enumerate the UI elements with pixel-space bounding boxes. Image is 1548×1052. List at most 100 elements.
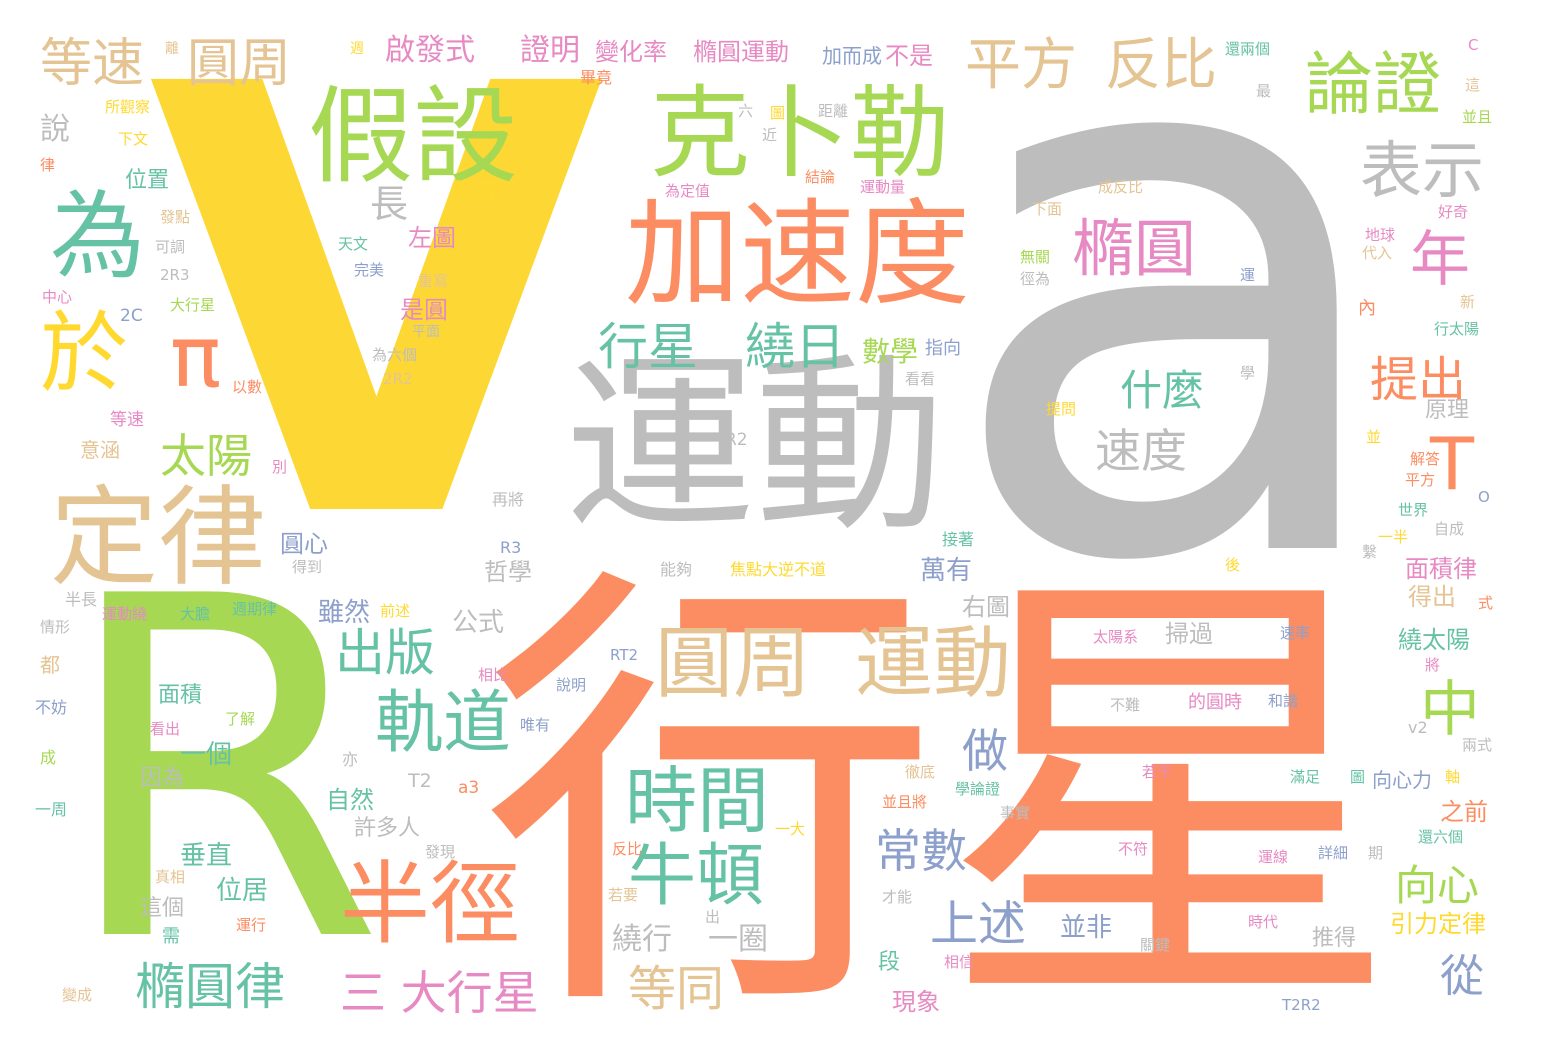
word-bie: 別 — [272, 458, 288, 476]
word-faxian: 發現 — [425, 843, 456, 861]
word-guidao: 軌道 — [375, 684, 512, 763]
word-bingfei: 並非 — [1060, 913, 1113, 943]
word-yuanxin: 圓心 — [280, 530, 328, 558]
word-lunzheng: 論證 — [1305, 46, 1442, 125]
word-xuelunzheng: 學論證 — [955, 780, 1001, 798]
word-weiliuge: 為六個 — [372, 346, 418, 364]
word-dechu: 得出 — [1408, 583, 1456, 611]
word-pi: π — [170, 308, 222, 407]
word-bianhualu: 變化率 — [595, 38, 667, 66]
word-chedi: 徹底 — [905, 763, 936, 781]
word-tu2: 圖 — [770, 104, 786, 122]
word-zuo: 做 — [962, 724, 1008, 778]
word-o: O — [1478, 488, 1490, 506]
word-liaojie: 了解 — [225, 710, 256, 728]
word-liu: 六 — [738, 102, 754, 120]
word-t-big: T — [1430, 422, 1474, 506]
word-2r3: 2R3 — [160, 266, 190, 284]
word-yishu: 以數 — [232, 378, 263, 396]
word-weizhi: 位置 — [125, 168, 170, 193]
word-tuoyuanlu: 橢圓律 — [135, 958, 285, 1016]
word-fanbi2: 反比 — [612, 840, 643, 858]
word-rt2: RT2 — [610, 646, 639, 664]
word-dengsu2: 等速 — [110, 410, 144, 430]
word-yuanzhou2: 圓周 — [655, 619, 812, 709]
word-yunxian: 運線 — [1258, 848, 1289, 866]
word-tuoyuan: 橢圓 — [1072, 212, 1197, 285]
word-zhong: 中 — [1420, 675, 1480, 745]
word-mianjilu: 面積律 — [1405, 555, 1477, 583]
word-zhexue: 哲學 — [484, 558, 532, 586]
word-taiyangxi: 太陽系 — [1093, 628, 1139, 646]
word-banchang: 半長 — [65, 590, 98, 609]
word-2r2: 2R2 — [383, 370, 413, 388]
word-v2: v2 — [1408, 718, 1428, 737]
word-2c: 2C — [120, 306, 143, 326]
word-yizhou: 一周 — [35, 800, 68, 819]
word-shi: 式 — [1478, 594, 1494, 612]
word-wuli: 物理 — [452, 178, 500, 206]
word-yinlidinglu: 引力定律 — [1390, 910, 1486, 938]
word-pingfang: 平方 — [965, 33, 1077, 98]
word-daxingxing: 大行星 — [170, 296, 216, 314]
word-zhengming: 證明 — [520, 33, 580, 68]
word-xiangxinli: 向心力 — [1372, 768, 1432, 792]
word-jiaercheng: 加而成 — [822, 44, 882, 68]
word-qingxing: 情形 — [40, 618, 71, 636]
word-shuoming: 說明 — [556, 676, 587, 694]
word-zhege: 這個 — [140, 896, 185, 921]
word-chu: 出 — [705, 908, 721, 926]
word-weiju: 位居 — [216, 876, 269, 906]
word-xi: 繫 — [1362, 543, 1378, 561]
word-shiyuan: 是圓 — [400, 296, 448, 324]
word-hou: 後 — [1225, 556, 1241, 574]
word-chengfanbi: 成反比 — [1098, 178, 1144, 196]
word-sandaxingxing: 三 大行星 — [340, 966, 539, 1020]
word-huanliuge: 還六個 — [1418, 828, 1464, 846]
word-dati: 大膽 — [180, 605, 211, 623]
word-r2: R2 — [725, 430, 748, 450]
word-yida: 一大 — [775, 820, 806, 838]
word-haoqi: 好奇 — [1438, 203, 1469, 221]
word-suiran: 雖然 — [318, 598, 371, 628]
word-xiamian: 下面 — [1032, 200, 1063, 218]
word-dinglu: 定律 — [50, 476, 267, 601]
word-ruogan: 若干 — [1142, 763, 1173, 781]
word-tuoyuan-yundong: 橢圓運動 — [693, 38, 789, 66]
word-xianxiang: 現象 — [892, 988, 940, 1016]
word-yun: 運 — [1240, 266, 1256, 284]
word-dedao: 得到 — [292, 558, 323, 576]
word-qi: 期 — [1368, 844, 1384, 862]
word-yundongliang: 運動量 — [860, 178, 906, 196]
word-zuotu: 左圖 — [408, 224, 456, 252]
word-sudu: 速度 — [1095, 424, 1187, 478]
word-shidai: 時代 — [1248, 913, 1279, 931]
word-raotaiyang: 繞太陽 — [1398, 626, 1470, 654]
word-buran: 不妨 — [35, 698, 68, 717]
word-nian: 年 — [1410, 225, 1470, 295]
word-r3: R3 — [500, 538, 522, 557]
word-kankan: 看看 — [905, 370, 936, 388]
word-liangshi: 兩式 — [1462, 736, 1493, 754]
word-bingqie2: 並且將 — [882, 793, 928, 811]
word-yiban: 一半 — [1378, 528, 1409, 546]
word-cong: 從 — [1440, 951, 1484, 1002]
word-tiwen: 提問 — [1046, 400, 1077, 418]
word-wei: 為 — [50, 182, 146, 292]
word-c: C — [1468, 36, 1479, 54]
word-yiquan: 一圈 — [708, 922, 768, 957]
word-xiangxi: 詳細 — [1318, 844, 1349, 862]
word-ruoyao: 若要 — [608, 886, 639, 904]
word-ziran: 自然 — [326, 786, 374, 814]
word-fanbi: 反比 — [1105, 33, 1217, 98]
word-zhou: 軸 — [1445, 768, 1461, 786]
word-gongshi: 公式 — [452, 608, 505, 638]
word-chuban: 出版 — [335, 624, 435, 682]
word-zhenxiang: 真相 — [155, 868, 186, 886]
word-jiang: 將 — [1425, 656, 1441, 674]
word-t2r2: T2R2 — [1282, 996, 1321, 1014]
word-hexie: 和諧 — [1268, 692, 1299, 710]
word-zui: 最 — [1256, 82, 1272, 100]
word-dou: 都 — [40, 653, 60, 677]
word-a3: a3 — [458, 778, 480, 798]
